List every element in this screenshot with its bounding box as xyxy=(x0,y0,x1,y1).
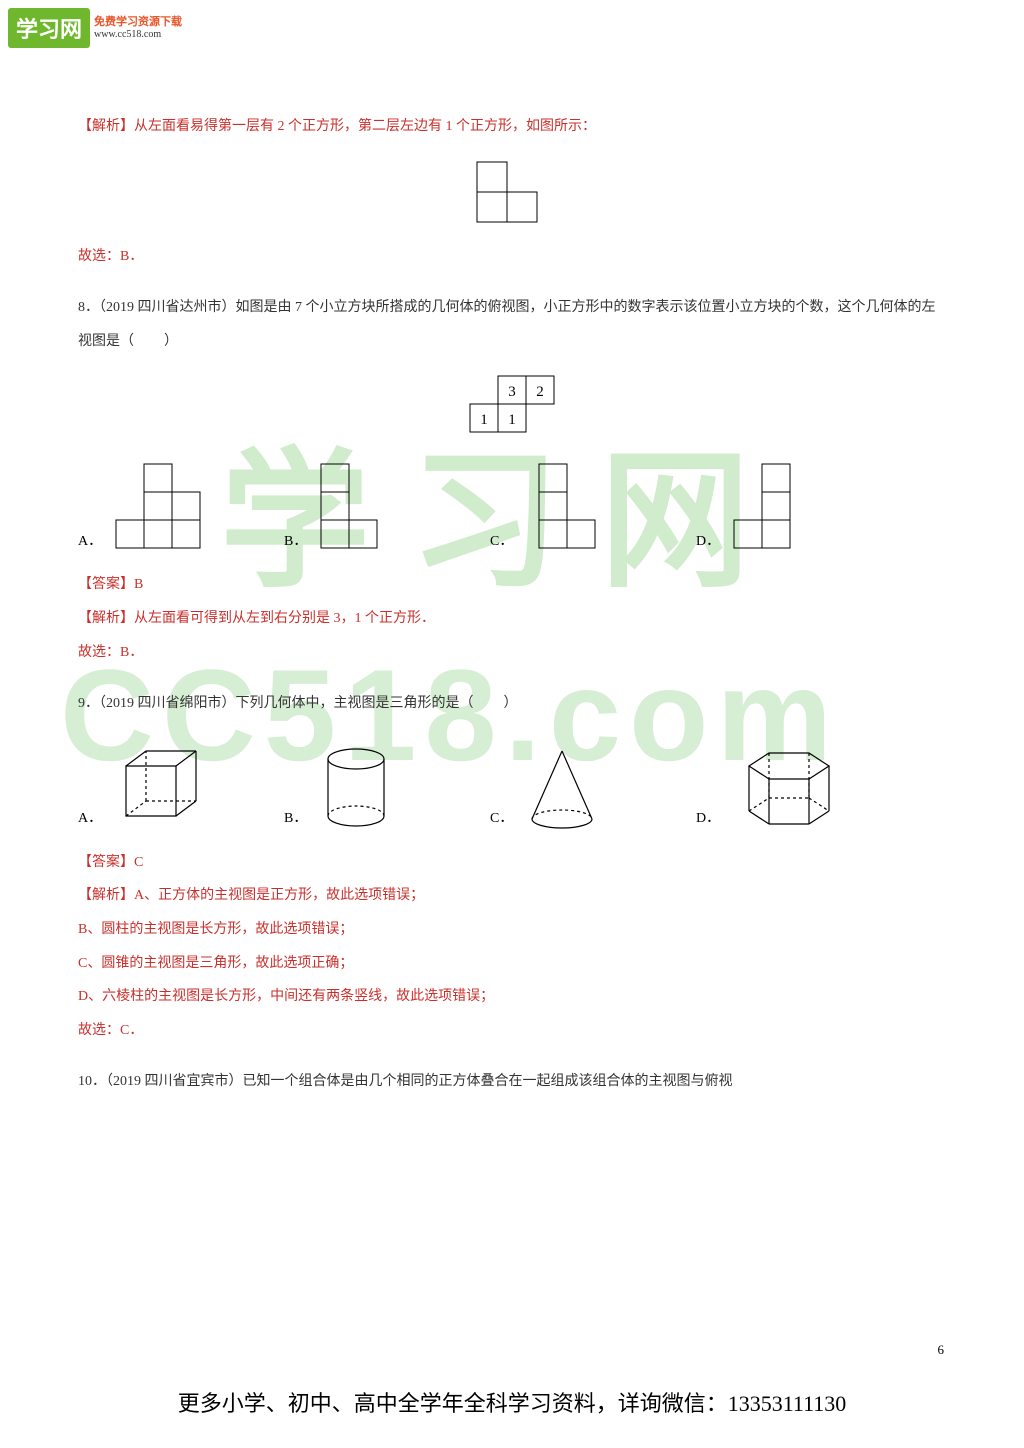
q8-options: A． B． C． D． xyxy=(78,458,946,558)
l-shape-figure xyxy=(467,158,557,226)
cube-icon xyxy=(106,741,216,836)
q8-option-c: C． xyxy=(490,458,690,558)
q8-option-b: B． xyxy=(284,458,484,558)
cylinder-icon xyxy=(311,741,401,836)
q9-option-c: C． xyxy=(490,741,690,836)
q9-option-a: A． xyxy=(78,741,278,836)
top-conclusion: 故选：B． xyxy=(78,240,946,274)
footer-text: 更多小学、初中、高中全学年全科学习资料，详询微信：13353111130 xyxy=(0,1386,1024,1418)
q8-option-a: A． xyxy=(78,458,278,558)
svg-text:1: 1 xyxy=(508,412,516,428)
svg-text:3: 3 xyxy=(508,384,516,400)
page-content: 【解析】从左面看易得第一层有 2 个正方形，第二层左边有 1 个正方形，如图所示… xyxy=(0,0,1024,1099)
q9-option-d: D． xyxy=(696,741,896,836)
q8-analysis: 【解析】从左面看可得到从左到右分别是 3，1 个正方形． xyxy=(78,602,946,636)
q9-analysis-b: B、圆柱的主视图是长方形，故此选项错误； xyxy=(78,913,946,947)
q9-analysis-c: C、圆锥的主视图是三角形，故此选项正确； xyxy=(78,947,946,981)
q8-stem: 8．（2019 四川省达州市）如图是由 7 个小立方块所搭成的几何体的俯视图，小… xyxy=(78,291,946,358)
q9-option-b: B． xyxy=(284,741,484,836)
top-figure xyxy=(78,158,946,226)
q9-options: A． B． C． D． xyxy=(78,741,946,836)
top-analysis: 【解析】从左面看易得第一层有 2 个正方形，第二层左边有 1 个正方形，如图所示… xyxy=(78,110,946,144)
q8-option-d: D． xyxy=(696,458,896,558)
q8-answer: 【答案】B xyxy=(78,568,946,602)
q10-stem: 10．（2019 四川省宜宾市）已知一个组合体是由几个相同的正方体叠合在一起组成… xyxy=(78,1065,946,1099)
page-number: 6 xyxy=(938,1342,945,1358)
cone-icon xyxy=(517,741,607,836)
hex-prism-icon xyxy=(724,741,854,836)
q9-stem: 9．（2019 四川省绵阳市）下列几何体中，主视图是三角形的是（） xyxy=(78,687,946,721)
svg-text:1: 1 xyxy=(480,412,488,428)
q8-conclusion: 故选：B． xyxy=(78,636,946,670)
q9-analysis-d: D、六棱柱的主视图是长方形，中间还有两条竖线，故此选项错误； xyxy=(78,980,946,1014)
q9-analysis-a: 【解析】A、正方体的主视图是正方形，故此选项错误； xyxy=(78,879,946,913)
q9-answer: 【答案】C xyxy=(78,846,946,880)
q8-top-view-grid: 3 2 1 1 xyxy=(78,372,946,438)
svg-text:2: 2 xyxy=(536,384,544,400)
q9-conclusion: 故选：C． xyxy=(78,1014,946,1048)
